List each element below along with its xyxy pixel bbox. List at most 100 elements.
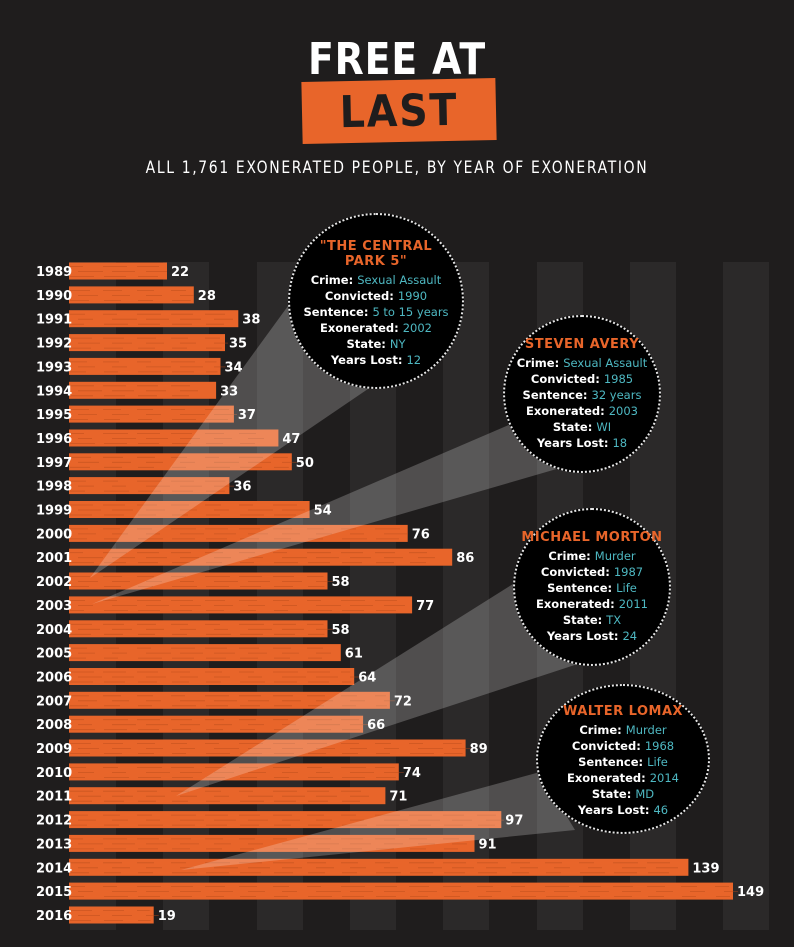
spotlight-beam-3 (176, 567, 590, 796)
bar-2013 (69, 834, 475, 852)
bar-2009 (69, 739, 466, 757)
value-label-1994: 33 (220, 384, 238, 399)
year-label-2007: 2007 (36, 694, 72, 709)
title-banner-text: LAST (339, 84, 459, 139)
year-label-2005: 2005 (36, 647, 72, 662)
value-label-2015: 149 (737, 885, 764, 900)
spotlight-beam-2 (92, 418, 560, 604)
year-label-1993: 1993 (36, 360, 72, 375)
bar-1994 (69, 381, 217, 399)
case-row-crime: Crime: Sexual Assault (516, 356, 648, 370)
bar-1993 (69, 357, 221, 375)
year-label-2002: 2002 (36, 575, 72, 590)
case-circle-walter-lomax: WALTER LOMAX Crime: Murder Convicted: 19… (536, 684, 710, 834)
year-label-2000: 2000 (36, 527, 72, 542)
value-label-2013: 91 (479, 837, 497, 852)
case-row-crime: Crime: Murder (548, 549, 636, 563)
case-row-years-lost: Years Lost: 12 (330, 353, 422, 367)
case-row-exonerated: Exonerated: 2002 (319, 321, 433, 335)
case-row-convicted: Convicted: 1985 (530, 372, 634, 386)
case-name: MICHAEL MORTON (521, 530, 663, 545)
value-label-1999: 54 (314, 504, 332, 519)
value-label-2010: 74 (403, 766, 421, 781)
bar-2014 (69, 858, 689, 876)
bar-1990 (69, 286, 194, 304)
year-label-1989: 1989 (36, 265, 72, 280)
bar-2004 (69, 620, 328, 638)
bar-2015 (69, 882, 733, 900)
case-row-sentence: Sentence: 5 to 15 years (303, 305, 449, 319)
case-row-years-lost: Years Lost: 18 (536, 436, 628, 450)
year-label-1998: 1998 (36, 480, 72, 495)
title-banner: LAST (301, 77, 497, 145)
case-row-state: State: WI (552, 420, 612, 434)
year-label-2010: 2010 (36, 766, 72, 781)
value-label-2000: 76 (412, 527, 430, 542)
year-label-2006: 2006 (36, 671, 72, 686)
case-row-convicted: Convicted: 1968 (571, 739, 675, 753)
value-label-1996: 47 (282, 432, 300, 447)
value-label-1993: 34 (225, 360, 243, 375)
value-label-2001: 86 (456, 551, 474, 566)
value-label-2014: 139 (692, 861, 719, 876)
value-label-1990: 28 (198, 289, 216, 304)
value-label-1998: 36 (233, 480, 251, 495)
case-row-sentence: Sentence: Life (547, 581, 637, 595)
year-label-2008: 2008 (36, 718, 72, 733)
bar-1991 (69, 310, 239, 328)
bar-1997 (69, 453, 292, 471)
case-circle-michael-morton: MICHAEL MORTON Crime: Murder Convicted: … (513, 508, 671, 666)
value-label-2004: 58 (332, 623, 350, 638)
case-circle-steven-avery: STEVEN AVERY Crime: Sexual Assault Convi… (503, 315, 661, 473)
value-label-2006: 64 (358, 671, 376, 686)
chart-subtitle: ALL 1,761 EXONERATED PEOPLE, BY YEAR OF … (145, 158, 649, 178)
case-row-exonerated: Exonerated: 2014 (566, 771, 680, 785)
value-label-1989: 22 (171, 265, 189, 280)
case-row-crime: Crime: Sexual Assault (310, 273, 442, 287)
value-label-2008: 66 (367, 718, 385, 733)
case-name: STEVEN AVERY (524, 337, 640, 352)
value-label-2007: 72 (394, 694, 412, 709)
value-label-1995: 37 (238, 408, 256, 423)
bar-2002 (69, 572, 328, 590)
bar-2003 (69, 596, 413, 614)
year-label-2013: 2013 (36, 837, 72, 852)
year-label-1991: 1991 (36, 313, 72, 328)
year-label-1996: 1996 (36, 432, 72, 447)
year-axis-labels: 1989 1990 1991 1992 1993 1994 1995 1996 1997 1998… (36, 265, 72, 924)
value-label-1991: 38 (242, 313, 260, 328)
year-label-2004: 2004 (36, 623, 72, 638)
value-label-1997: 50 (296, 456, 314, 471)
value-label-2005: 61 (345, 647, 363, 662)
year-label-1994: 1994 (36, 384, 72, 399)
bar-1989 (69, 262, 167, 280)
year-label-2011: 2011 (36, 790, 72, 805)
value-label-2003: 77 (416, 599, 434, 614)
page-title: FREE AT (307, 34, 487, 85)
bar-1992 (69, 334, 225, 352)
spotlight-beam-4 (181, 772, 575, 870)
bar-series (69, 262, 738, 924)
value-label-2012: 97 (505, 814, 523, 829)
year-label-2014: 2014 (36, 861, 72, 876)
value-label-2009: 89 (470, 742, 488, 757)
year-label-2003: 2003 (36, 599, 72, 614)
case-row-years-lost: Years Lost: 46 (577, 803, 669, 817)
case-row-state: State: TX (562, 613, 622, 627)
year-label-2012: 2012 (36, 814, 72, 829)
case-name: "THE CENTRAL PARK 5" (319, 239, 433, 269)
case-name: WALTER LOMAX (562, 704, 684, 719)
value-label-2011: 71 (389, 790, 407, 805)
bar-2016 (69, 906, 154, 924)
case-row-state: State: NY (346, 337, 406, 351)
case-row-sentence: Sentence: 32 years (522, 388, 642, 402)
bar-2005 (69, 644, 341, 662)
bar-2006 (69, 668, 355, 685)
value-label-1992: 35 (229, 337, 247, 352)
case-row-years-lost: Years Lost: 24 (546, 629, 638, 643)
case-row-state: State: MD (591, 787, 655, 801)
year-label-1990: 1990 (36, 289, 72, 304)
background-stripe (723, 262, 769, 930)
year-label-2016: 2016 (36, 909, 72, 924)
